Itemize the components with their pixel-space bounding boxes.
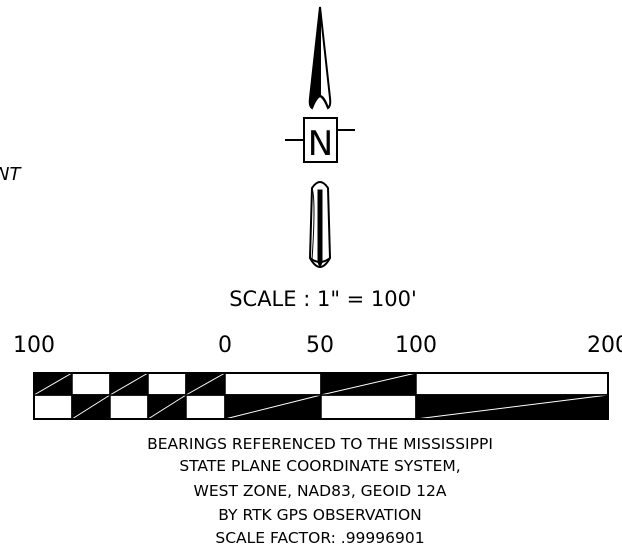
scale-bar-50-100 <box>320 372 417 420</box>
north-arrow-bottom-spike <box>308 181 332 268</box>
scale-bar-0-50 <box>224 372 322 420</box>
note-line-1: BEARINGS REFERENCED TO THE MISSISSIPPI <box>147 435 493 453</box>
scale-tick-label-200: 200 <box>587 333 622 358</box>
scale-tick-label-right-100: 100 <box>395 333 437 358</box>
scale-tick-labels: 100 0 50 100 200 <box>13 333 622 358</box>
scale-tick-label-0: 0 <box>218 333 232 358</box>
north-arrow-top-spike <box>308 6 332 110</box>
scale-tick-label-50: 50 <box>306 333 334 358</box>
scale-bar-left-section <box>33 372 226 420</box>
note-line-2: STATE PLANE COORDINATE SYSTEM, <box>179 457 460 475</box>
north-letter: N <box>308 124 333 164</box>
scale-bar-outline <box>33 372 609 420</box>
cut-off-text: NT <box>0 164 22 185</box>
survey-notes: BEARINGS REFERENCED TO THE MISSISSIPPI S… <box>147 435 493 547</box>
scale-bar-100-200 <box>415 372 609 420</box>
note-line-3: WEST ZONE, NAD83, GEOID 12A <box>194 482 447 500</box>
note-line-5: SCALE FACTOR: .99996901 <box>215 529 424 547</box>
scale-bar <box>33 372 609 420</box>
north-arrow: N <box>285 6 355 268</box>
north-arrow-box: N <box>285 117 355 164</box>
scale-title: SCALE : 1" = 100' <box>229 287 417 311</box>
scale-tick-label-left-100: 100 <box>13 333 55 358</box>
note-line-4: BY RTK GPS OBSERVATION <box>218 506 421 524</box>
